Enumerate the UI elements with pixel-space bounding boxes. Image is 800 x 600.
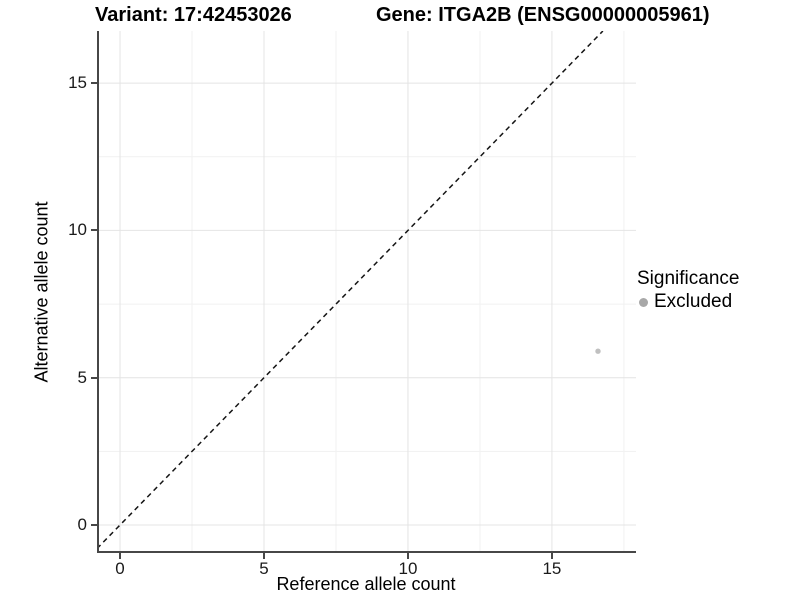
y-tick-mark bbox=[91, 524, 97, 526]
x-tick-label: 15 bbox=[542, 559, 562, 578]
plot-panel bbox=[97, 31, 636, 553]
x-tick-mark bbox=[262, 553, 265, 559]
x-axis-title: Reference allele count bbox=[276, 574, 456, 594]
legend-item-excluded: Excluded bbox=[637, 291, 739, 313]
y-tick-mark bbox=[91, 82, 97, 85]
legend-item-label: Excluded bbox=[654, 291, 733, 312]
y-tick-label: 5 bbox=[77, 367, 87, 387]
x-tick-mark bbox=[406, 553, 409, 559]
plot-panel-canvas bbox=[97, 31, 636, 553]
x-tick-mark bbox=[119, 553, 122, 559]
x-tick-label: 5 bbox=[259, 559, 269, 578]
y-tick-label: 0 bbox=[77, 515, 87, 534]
legend-key-circle-icon bbox=[639, 297, 648, 307]
legend-title: Significance bbox=[637, 268, 740, 289]
y-tick-mark bbox=[91, 376, 97, 379]
plot-title-gene: Gene: ITGA2B (ENSG00000005961) bbox=[376, 4, 710, 26]
x-tick-mark bbox=[550, 553, 553, 559]
x-tick-label: 0 bbox=[115, 559, 125, 578]
y-tick-label: 15 bbox=[68, 73, 87, 93]
y-tick-label: 10 bbox=[68, 220, 87, 240]
identity-line bbox=[97, 31, 604, 550]
legend: Significance Excluded bbox=[637, 268, 739, 313]
y-tick-mark bbox=[91, 229, 97, 232]
x-tick-label: 10 bbox=[398, 559, 418, 578]
data-point bbox=[595, 348, 601, 354]
plot-title-variant: Variant: 17:42453026 bbox=[95, 4, 292, 26]
